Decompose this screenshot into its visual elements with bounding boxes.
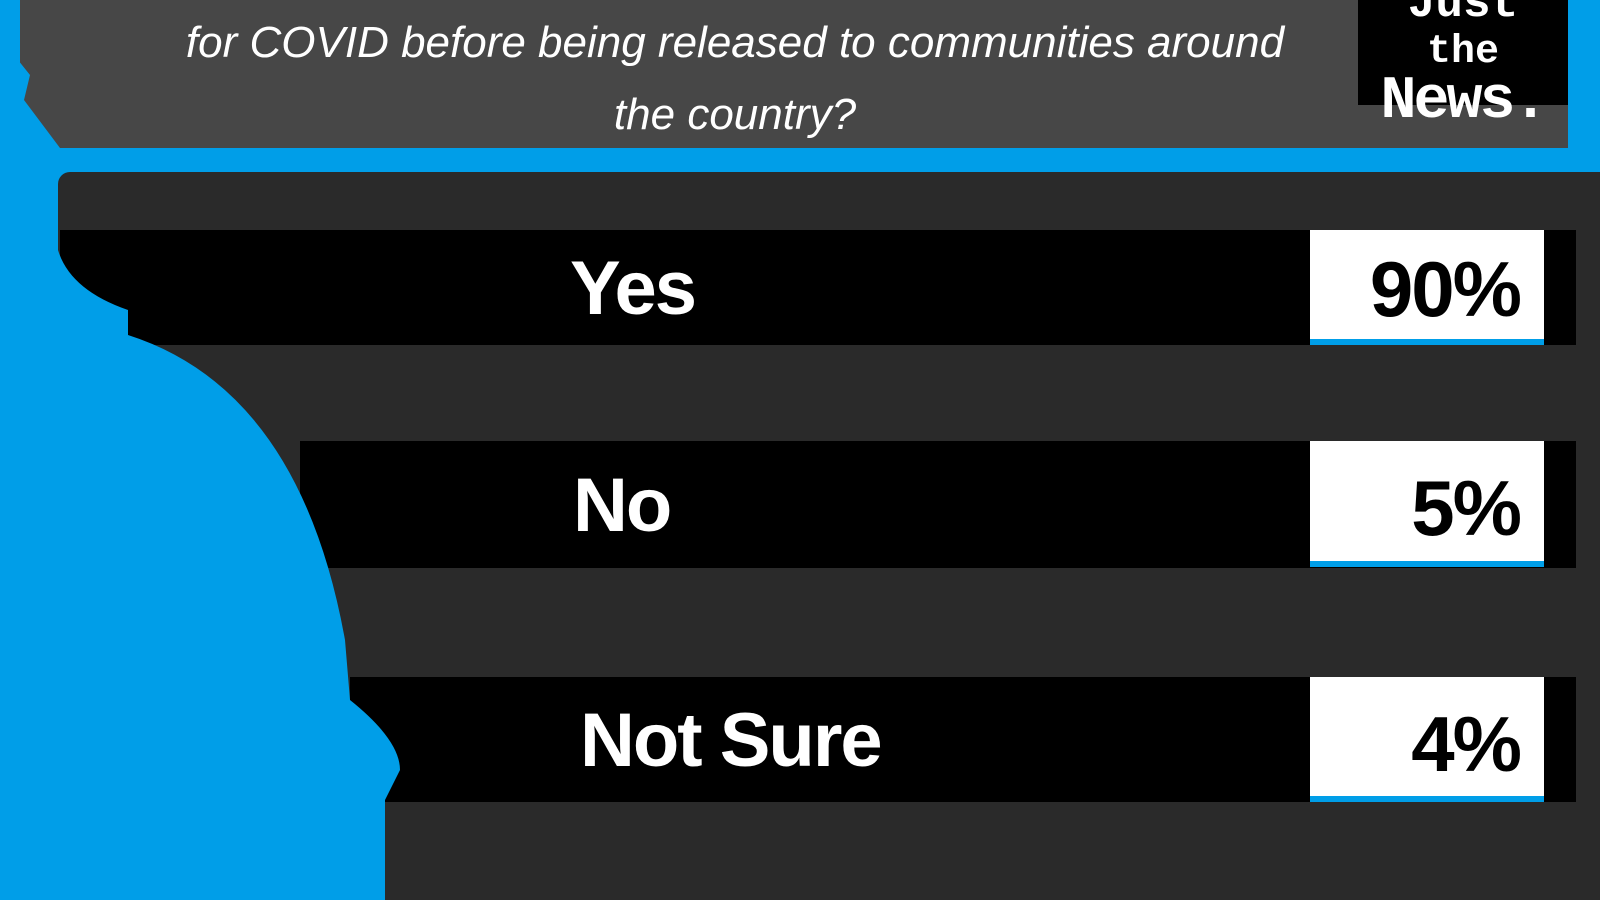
label-not-sure: Not Sure [580,698,883,783]
value-no: 5% [1411,464,1522,552]
question-line-1: for COVID before being released to commu… [185,18,1285,67]
value-box-no: 5% [1310,441,1544,567]
question-header: for COVID before being released to commu… [20,0,1568,148]
value-yes: 90% [1369,245,1522,333]
just-the-news-logo: Just the News. [1358,0,1568,136]
label-yes: Yes [570,246,697,331]
logo-text-3: News. [1380,68,1548,136]
capitol-dome-silhouette [0,0,400,900]
logo-text-1: Just [1407,0,1519,30]
label-no: No [573,463,672,548]
logo-text-2: the [1426,30,1499,75]
value-not-sure: 4% [1411,700,1522,788]
value-box-not-sure: 4% [1310,677,1544,802]
question-line-2: the country? [613,90,857,139]
value-box-yes: 90% [1310,230,1544,345]
